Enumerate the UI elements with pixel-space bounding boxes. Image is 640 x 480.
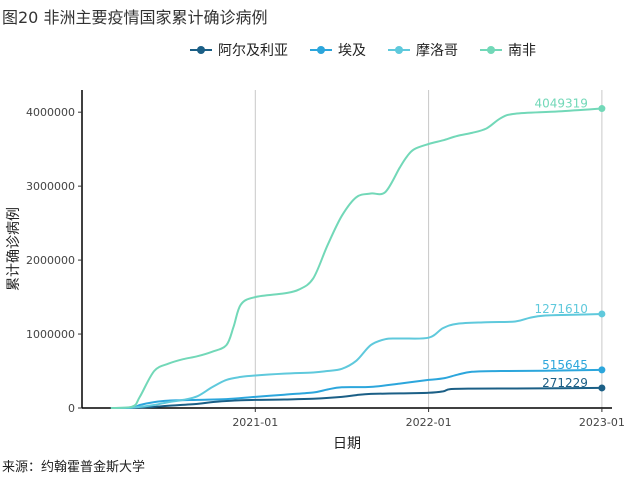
chart-legend: 阿尔及利亚 埃及 摩洛哥 南非: [190, 40, 536, 60]
series-line-egypt: [110, 368, 602, 409]
y-tick-label: 1000000: [26, 328, 75, 341]
series-endpoint-algeria: [598, 384, 606, 392]
legend-label-south-africa: 南非: [508, 43, 536, 59]
data-label-algeria: 271229: [542, 376, 588, 390]
x-tick-label: 2021-01: [232, 416, 278, 429]
legend-item-south-africa: 南非: [480, 40, 536, 60]
legend-swatch-egypt: [310, 43, 332, 57]
data-label-morocco: 1271610: [534, 302, 587, 316]
x-axis-title: 日期: [333, 436, 361, 452]
data-label-egypt: 515645: [542, 358, 588, 372]
legend-item-algeria: 阿尔及利亚: [190, 40, 288, 60]
legend-item-morocco: 摩洛哥: [388, 40, 458, 60]
series-endpoint-south-africa: [598, 105, 606, 113]
chart-title: 图20 非洲主要疫情国家累计确诊病例: [2, 8, 268, 27]
legend-label-algeria: 阿尔及利亚: [218, 43, 288, 59]
data-label-south-africa: 4049319: [534, 97, 587, 111]
series-endpoint-morocco: [598, 310, 606, 318]
series-endpoint-egypt: [598, 366, 606, 374]
series-line-morocco: [110, 313, 602, 409]
y-axis-title: 累计确诊病例: [6, 207, 22, 291]
legend-label-morocco: 摩洛哥: [416, 43, 458, 59]
series-line-algeria: [110, 386, 602, 409]
x-tick-label: 2023-01: [579, 416, 625, 429]
y-tick-label: 2000000: [26, 254, 75, 267]
y-tick-label: 0: [68, 402, 75, 415]
source-note: 来源：约翰霍普金斯大学: [2, 460, 146, 475]
legend-label-egypt: 埃及: [338, 43, 366, 59]
legend-swatch-south-africa: [480, 43, 502, 57]
y-tick-label: 4000000: [26, 106, 75, 119]
legend-swatch-morocco: [388, 43, 410, 57]
y-tick-label: 3000000: [26, 180, 75, 193]
x-tick-label: 2022-01: [406, 416, 452, 429]
series-line-south-africa: [110, 107, 602, 409]
legend-swatch-algeria: [190, 43, 212, 57]
legend-item-egypt: 埃及: [310, 40, 366, 60]
